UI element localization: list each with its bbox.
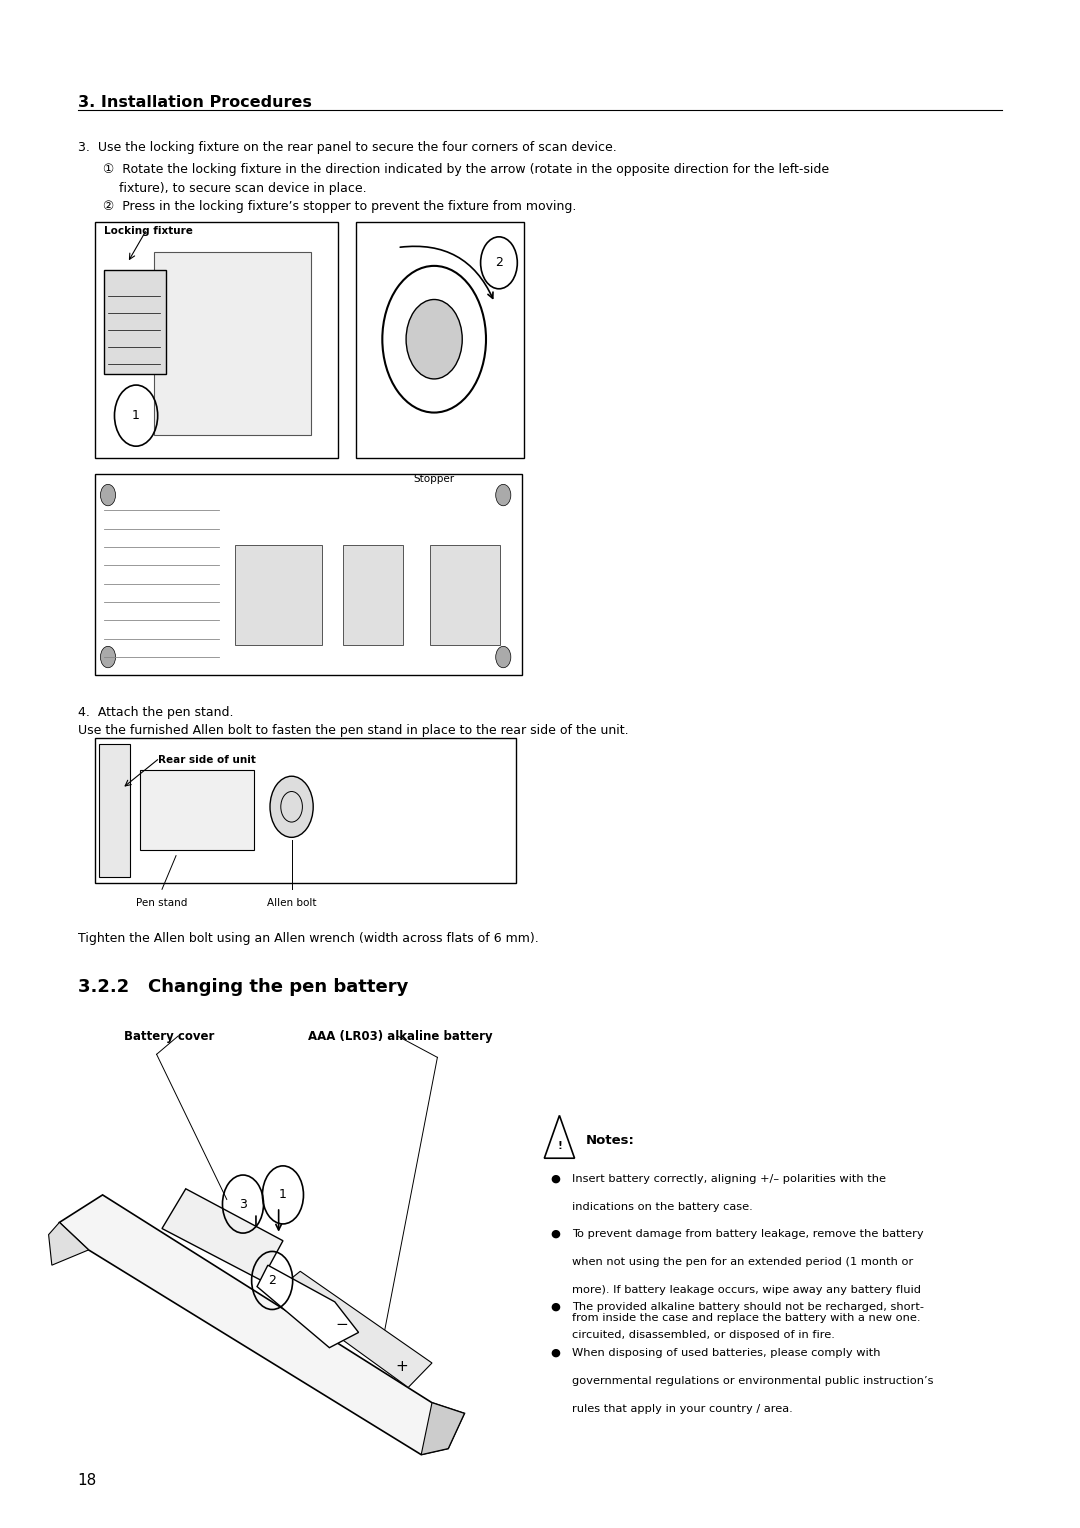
FancyBboxPatch shape — [95, 738, 516, 883]
Polygon shape — [59, 1195, 464, 1455]
Text: fixture), to secure scan device in place.: fixture), to secure scan device in place… — [103, 182, 366, 196]
Text: ①  Rotate the locking fixture in the direction indicated by the arrow (rotate in: ① Rotate the locking fixture in the dire… — [103, 163, 828, 177]
FancyBboxPatch shape — [140, 770, 254, 850]
Text: Tighten the Allen bolt using an Allen wrench (width across flats of 6 mm).: Tighten the Allen bolt using an Allen wr… — [78, 932, 539, 946]
Text: indications on the battery case.: indications on the battery case. — [572, 1201, 753, 1212]
Text: ●: ● — [551, 1302, 561, 1313]
FancyBboxPatch shape — [430, 545, 500, 645]
Text: When disposing of used batteries, please comply with: When disposing of used batteries, please… — [572, 1348, 881, 1358]
Circle shape — [496, 484, 511, 506]
Polygon shape — [162, 1189, 283, 1280]
Text: 3: 3 — [239, 1198, 247, 1210]
Circle shape — [406, 299, 462, 379]
Text: ●: ● — [551, 1229, 561, 1239]
Text: To prevent damage from battery leakage, remove the battery: To prevent damage from battery leakage, … — [572, 1229, 924, 1239]
Text: from inside the case and replace the battery with a new one.: from inside the case and replace the bat… — [572, 1313, 921, 1323]
FancyBboxPatch shape — [154, 252, 311, 435]
Text: 3. Installation Procedures: 3. Installation Procedures — [78, 95, 312, 110]
Text: Battery cover: Battery cover — [124, 1030, 215, 1044]
Text: 3.2.2   Changing the pen battery: 3.2.2 Changing the pen battery — [78, 978, 408, 996]
Circle shape — [100, 484, 116, 506]
Text: 18: 18 — [78, 1473, 97, 1488]
Text: ●: ● — [551, 1348, 561, 1358]
Text: circuited, disassembled, or disposed of in fire.: circuited, disassembled, or disposed of … — [572, 1329, 835, 1340]
Text: Locking fixture: Locking fixture — [104, 226, 192, 237]
Text: 4.  Attach the pen stand.: 4. Attach the pen stand. — [78, 706, 233, 720]
Text: ②  Press in the locking fixture’s stopper to prevent the fixture from moving.: ② Press in the locking fixture’s stopper… — [103, 200, 576, 214]
Text: Allen bolt: Allen bolt — [267, 898, 316, 909]
Text: AAA (LR03) alkaline battery: AAA (LR03) alkaline battery — [308, 1030, 492, 1044]
Text: 2: 2 — [268, 1274, 276, 1287]
Polygon shape — [275, 1271, 432, 1387]
Text: Rear side of unit: Rear side of unit — [158, 755, 256, 766]
Text: Insert battery correctly, aligning +/– polarities with the: Insert battery correctly, aligning +/– p… — [572, 1174, 887, 1184]
Text: !: ! — [557, 1141, 562, 1151]
Text: rules that apply in your country / area.: rules that apply in your country / area. — [572, 1404, 793, 1415]
Text: 1: 1 — [132, 410, 140, 422]
FancyBboxPatch shape — [343, 545, 403, 645]
FancyBboxPatch shape — [104, 270, 166, 374]
Text: The provided alkaline battery should not be recharged, short-: The provided alkaline battery should not… — [572, 1302, 924, 1313]
Polygon shape — [421, 1403, 464, 1455]
Circle shape — [100, 646, 116, 668]
Polygon shape — [257, 1265, 359, 1348]
Text: 1: 1 — [279, 1189, 287, 1201]
Text: 3.  Use the locking fixture on the rear panel to secure the four corners of scan: 3. Use the locking fixture on the rear p… — [78, 141, 617, 154]
Text: 2: 2 — [495, 257, 503, 269]
Text: more). If battery leakage occurs, wipe away any battery fluid: more). If battery leakage occurs, wipe a… — [572, 1285, 921, 1296]
Text: Pen stand: Pen stand — [136, 898, 188, 909]
Text: governmental regulations or environmental public instruction’s: governmental regulations or environmenta… — [572, 1375, 934, 1386]
Circle shape — [496, 646, 511, 668]
Polygon shape — [49, 1222, 89, 1265]
FancyBboxPatch shape — [356, 222, 524, 458]
FancyBboxPatch shape — [95, 222, 338, 458]
Text: Stopper: Stopper — [414, 474, 455, 484]
Text: −: − — [335, 1317, 348, 1332]
Text: +: + — [395, 1358, 408, 1374]
FancyBboxPatch shape — [235, 545, 322, 645]
Text: Use the furnished Allen bolt to fasten the pen stand in place to the rear side o: Use the furnished Allen bolt to fasten t… — [78, 724, 629, 738]
FancyBboxPatch shape — [95, 474, 522, 675]
Circle shape — [270, 776, 313, 837]
Text: when not using the pen for an extended period (1 month or: when not using the pen for an extended p… — [572, 1256, 914, 1267]
Polygon shape — [544, 1115, 575, 1158]
Text: Notes:: Notes: — [585, 1134, 634, 1148]
FancyBboxPatch shape — [99, 744, 130, 877]
Text: ●: ● — [551, 1174, 561, 1184]
